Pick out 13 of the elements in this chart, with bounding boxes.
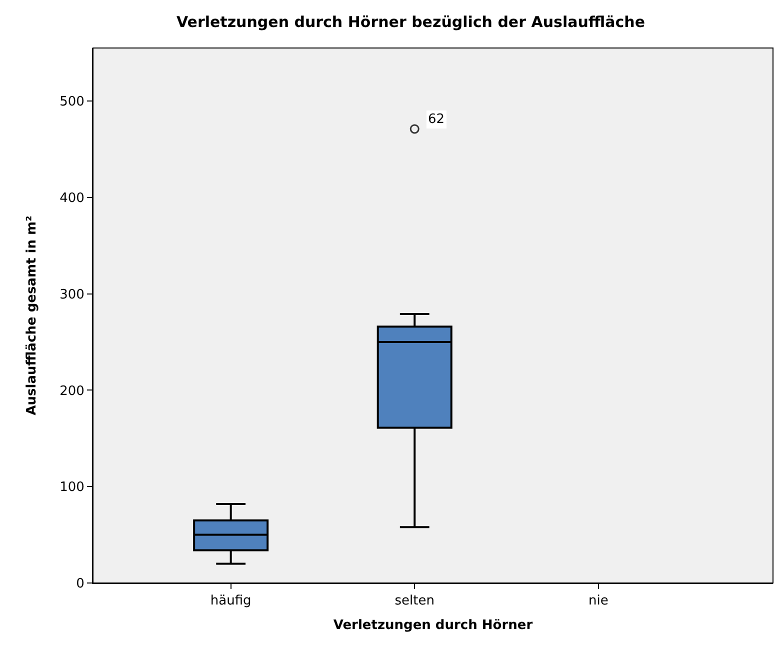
y-tick-label: 500 (60, 94, 84, 110)
annotation: 62 (428, 112, 445, 127)
x-axis-title: Verletzungen durch Hörner (333, 618, 534, 634)
y-tick-label: 100 (60, 480, 84, 496)
y-tick-label: 300 (60, 287, 84, 302)
y-tick-label: 200 (60, 384, 84, 399)
x-tick-label: nie (588, 594, 608, 609)
y-tick-label: 400 (60, 190, 84, 206)
y-tick-label: 0 (76, 576, 84, 592)
x-tick-label: häufig (210, 594, 252, 609)
y-axis-title: Auslauffläche gesamt in m² (24, 216, 40, 416)
x-tick-label: selten (394, 594, 434, 609)
chart-title: Verletzungen durch Hörner bezüglich der Auslauffläche (176, 12, 646, 31)
